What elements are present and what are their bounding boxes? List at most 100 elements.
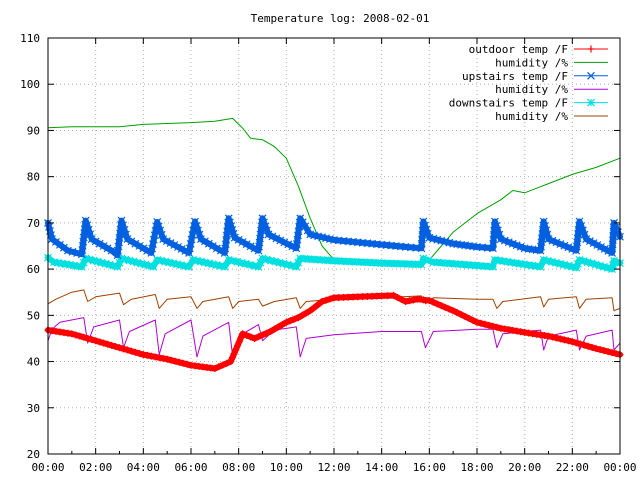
x-tick-label: 10:00 (270, 461, 303, 474)
series-marker (197, 257, 205, 266)
series-marker (227, 222, 236, 230)
series-marker (45, 223, 53, 231)
series-marker (284, 240, 293, 249)
series-marker (117, 216, 126, 225)
series-marker (86, 230, 95, 239)
series-marker (84, 225, 93, 234)
series-marker (298, 218, 307, 227)
series-marker (54, 258, 62, 267)
series-marker (495, 256, 503, 265)
legend-label: humidity /% (495, 110, 568, 123)
series-marker (103, 244, 112, 253)
series-marker (575, 255, 584, 264)
series-marker (57, 259, 66, 268)
x-tick-label: 22:00 (556, 461, 589, 474)
series-marker (200, 237, 209, 246)
series-marker (425, 233, 434, 242)
series-marker (301, 222, 310, 231)
y-tick-label: 20 (27, 448, 40, 461)
series-marker (595, 261, 604, 270)
axis-layer: 20 30 40 50 60 70 80 90 100 110 00:00 02:00 04:00 06:… (20, 32, 636, 474)
series-marker (181, 247, 190, 255)
series-marker (556, 240, 565, 248)
series-marker (564, 261, 573, 270)
y-tick-label: 110 (20, 32, 40, 45)
y-tick-label: 50 (27, 309, 40, 322)
series-marker (89, 256, 98, 265)
series-marker (560, 241, 569, 250)
series-marker (524, 260, 533, 269)
series-marker (242, 240, 251, 249)
series-marker (48, 235, 56, 243)
series-marker (271, 257, 280, 266)
series-marker (512, 241, 521, 250)
series-marker (133, 258, 142, 267)
series-5 (47, 289, 621, 312)
series-marker (68, 247, 77, 256)
series-marker (264, 230, 273, 239)
series-marker (59, 243, 68, 252)
series-marker (157, 230, 166, 239)
series-marker (275, 258, 284, 267)
series-marker (433, 235, 442, 244)
series-marker (191, 217, 199, 226)
series-marker (511, 259, 520, 267)
series-marker (528, 245, 537, 254)
series-marker (461, 241, 470, 250)
series-marker (445, 238, 454, 247)
series-marker (604, 247, 613, 255)
series-marker (165, 258, 174, 267)
series-marker (543, 256, 552, 265)
series-marker (612, 223, 620, 232)
legend-label: humidity /% (495, 56, 568, 69)
series-marker (326, 235, 334, 243)
series-marker (97, 258, 106, 267)
series-marker (81, 216, 90, 225)
series-3 (47, 317, 621, 358)
series-marker (524, 244, 533, 253)
series-marker (591, 260, 600, 269)
series-marker (260, 218, 268, 227)
series-marker (504, 238, 513, 247)
series-marker (542, 226, 551, 235)
series-marker (258, 214, 267, 223)
series-marker (587, 259, 596, 268)
series-marker (288, 261, 296, 270)
series-marker (280, 238, 289, 247)
series-marker (159, 235, 168, 243)
series-marker (423, 229, 432, 238)
series-marker (604, 264, 612, 272)
series-marker (127, 237, 136, 246)
series-layer (44, 117, 624, 372)
series-marker (81, 254, 90, 263)
series-marker (306, 230, 315, 239)
series-marker (507, 258, 516, 267)
series-marker (552, 238, 561, 247)
series-marker (528, 261, 537, 270)
series-marker (107, 246, 116, 255)
series-marker (157, 256, 166, 265)
y-tick-label: 40 (27, 356, 40, 369)
series-marker (161, 257, 170, 266)
series-marker (500, 236, 509, 245)
x-tick-label: 04:00 (127, 461, 160, 474)
series-marker (173, 260, 182, 269)
series-marker (539, 217, 548, 226)
series-marker (193, 256, 201, 265)
series-marker (177, 261, 185, 269)
series-marker (492, 221, 501, 230)
series-marker (437, 236, 446, 245)
series-marker (441, 237, 450, 246)
y-tick-label: 80 (27, 171, 40, 184)
y-tick-label: 100 (20, 78, 40, 91)
series-marker (122, 230, 130, 239)
series-marker (262, 255, 271, 264)
series-marker (137, 259, 146, 268)
series-marker (589, 239, 598, 247)
series-line (47, 117, 621, 266)
series-marker (212, 244, 221, 253)
series-marker (417, 260, 426, 269)
x-tick-label: 00:00 (603, 461, 636, 474)
series-marker (250, 244, 259, 253)
x-tick-label: 06:00 (174, 461, 207, 474)
